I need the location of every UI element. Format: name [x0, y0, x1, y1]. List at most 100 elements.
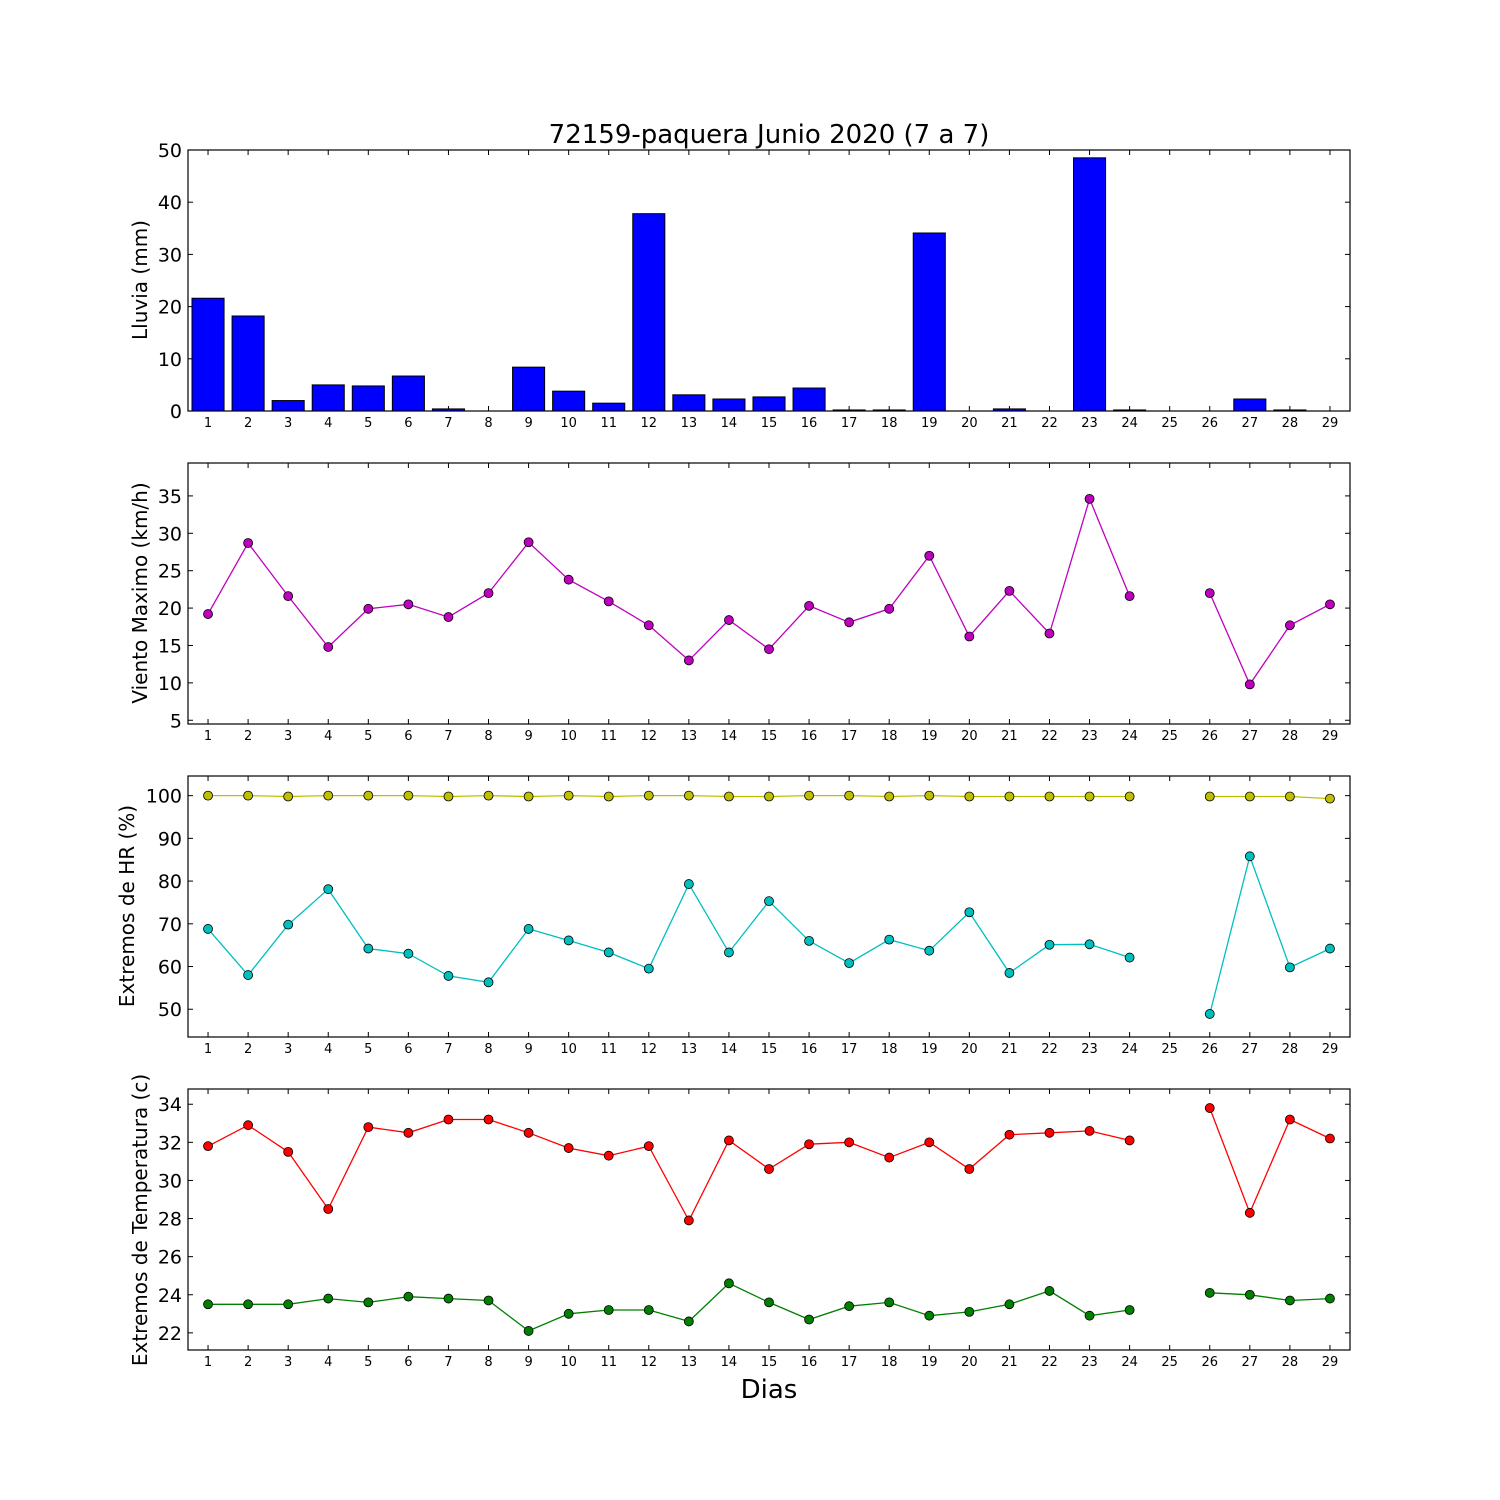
temperature-series-0-point: [1325, 1133, 1335, 1144]
wind-y-tick-label: 10: [158, 673, 182, 695]
rain-y-tick-label: 30: [158, 244, 182, 266]
rain-x-tick-label: 15: [761, 416, 778, 431]
temperature-series-1-point: [884, 1297, 895, 1308]
humidity-x-tick-label: 2: [244, 1042, 252, 1057]
wind-series-0-point: [403, 599, 414, 610]
wind-series-0-line: [1209, 592, 1331, 686]
humidity-series-0-point: [884, 791, 895, 802]
temperature-x-tick-label: 19: [921, 1355, 938, 1370]
temperature-series-0-line: [207, 1118, 1130, 1222]
humidity-series-0-point: [1244, 791, 1255, 802]
wind-x-tick-label: 17: [841, 729, 858, 744]
wind-x-tick-label: 6: [404, 729, 412, 744]
wind-plot-area: [187, 462, 1351, 725]
wind-x-tick-label: 24: [1121, 729, 1138, 744]
temperature-series-1-point: [1124, 1305, 1135, 1315]
humidity-series-0-point: [683, 790, 694, 801]
humidity-x-tick-label: 23: [1081, 1042, 1098, 1057]
humidity-x-tick-label: 4: [324, 1042, 332, 1057]
rain-x-tick-label: 11: [600, 416, 617, 431]
rain-x-tick-label: 28: [1282, 416, 1299, 431]
wind-x-tick-label: 27: [1242, 729, 1259, 744]
humidity-x-tick-label: 24: [1121, 1042, 1138, 1057]
humidity-series-0-point: [203, 790, 213, 801]
temperature-x-tick-label: 4: [324, 1355, 332, 1370]
temperature-series-1-point: [1244, 1289, 1255, 1300]
wind-x-tick-label: 15: [761, 729, 778, 744]
rain-x-tick-label: 12: [641, 416, 658, 431]
temperature-x-tick-label: 15: [761, 1355, 778, 1370]
rain-bar: [672, 394, 706, 412]
temperature-series-0-point: [563, 1143, 574, 1153]
wind-series-0-point: [1244, 679, 1255, 690]
wind-x-tick-label: 23: [1081, 729, 1098, 744]
temperature-series-1-point: [563, 1308, 574, 1319]
wind-series-0-point: [563, 574, 574, 585]
humidity-y-axis-label: Extremos de HR (%): [115, 805, 139, 1007]
wind-y-tick-label: 35: [158, 486, 182, 508]
wind-x-tick-label: 12: [641, 729, 658, 744]
wind-series-0-point: [643, 620, 654, 631]
wind-x-tick-label: 18: [881, 729, 898, 744]
wind-x-tick-label: 29: [1322, 729, 1339, 744]
rain-bar: [351, 385, 385, 412]
humidity-x-tick-label: 29: [1322, 1042, 1339, 1057]
rain-x-tick-label: 26: [1201, 416, 1218, 431]
temperature-y-tick-label: 26: [158, 1247, 182, 1269]
humidity-x-tick-label: 11: [600, 1042, 617, 1057]
rain-bar: [1233, 398, 1267, 412]
wind-series-0-point: [764, 644, 774, 655]
rain-bar: [1273, 409, 1307, 412]
humidity-y-tick-label: 100: [146, 786, 182, 808]
rain-bar: [512, 366, 546, 412]
rain-x-tick-label: 13: [681, 416, 698, 431]
wind-series-0-point: [1044, 628, 1055, 639]
humidity-series-0-point: [603, 791, 614, 802]
rain-x-tick-label: 22: [1041, 416, 1058, 431]
rain-bar: [271, 400, 305, 412]
humidity-series-0-point: [283, 791, 294, 802]
temperature-x-tick-label: 8: [484, 1355, 492, 1370]
rain-x-tick-label: 23: [1081, 416, 1098, 431]
humidity-x-tick-label: 18: [881, 1042, 898, 1057]
temperature-x-tick-label: 17: [841, 1355, 858, 1370]
humidity-series-0-point: [643, 790, 654, 801]
x-axis-label: Dias: [741, 1375, 798, 1405]
temperature-series-1-point: [523, 1326, 534, 1336]
temperature-x-tick-label: 27: [1242, 1355, 1259, 1370]
temperature-series-0-point: [1004, 1129, 1015, 1140]
wind-series-0-point: [1325, 599, 1335, 610]
rain-bar: [632, 213, 666, 412]
wind-x-tick-label: 9: [524, 729, 532, 744]
temperature-series-1-point: [643, 1305, 654, 1315]
humidity-series-1-point: [1284, 962, 1295, 973]
humidity-series-1-point: [603, 947, 614, 958]
wind-x-tick-label: 28: [1282, 729, 1299, 744]
temperature-series-1-point: [964, 1306, 975, 1317]
temperature-series-1-line: [1209, 1292, 1331, 1302]
rain-bar: [231, 315, 265, 412]
wind-series-0-point: [884, 603, 895, 614]
wind-x-tick-label: 1: [204, 729, 212, 744]
rain-x-tick-label: 1: [204, 416, 212, 431]
humidity-series-1-point: [563, 935, 574, 946]
rain-x-tick-label: 25: [1161, 416, 1178, 431]
wind-series-0-point: [1004, 585, 1015, 596]
wind-series-0-point: [1284, 620, 1295, 631]
rain-plot-area: [187, 149, 1351, 412]
wind-series-0-point: [844, 617, 855, 628]
rain-x-tick-label: 10: [560, 416, 577, 431]
wind-x-tick-label: 13: [681, 729, 698, 744]
humidity-x-tick-label: 27: [1242, 1042, 1259, 1057]
wind-y-tick-label: 5: [170, 710, 182, 732]
humidity-series-0-point: [804, 790, 814, 801]
wind-x-tick-label: 2: [244, 729, 252, 744]
temperature-series-1-point: [483, 1295, 494, 1306]
temperature-series-0-point: [844, 1137, 855, 1148]
temperature-series-1-point: [323, 1293, 334, 1304]
temperature-x-tick-label: 3: [284, 1355, 292, 1370]
temperature-x-tick-label: 29: [1322, 1355, 1339, 1370]
temperature-series-0-point: [1284, 1114, 1295, 1125]
temperature-series-0-point: [804, 1139, 814, 1150]
